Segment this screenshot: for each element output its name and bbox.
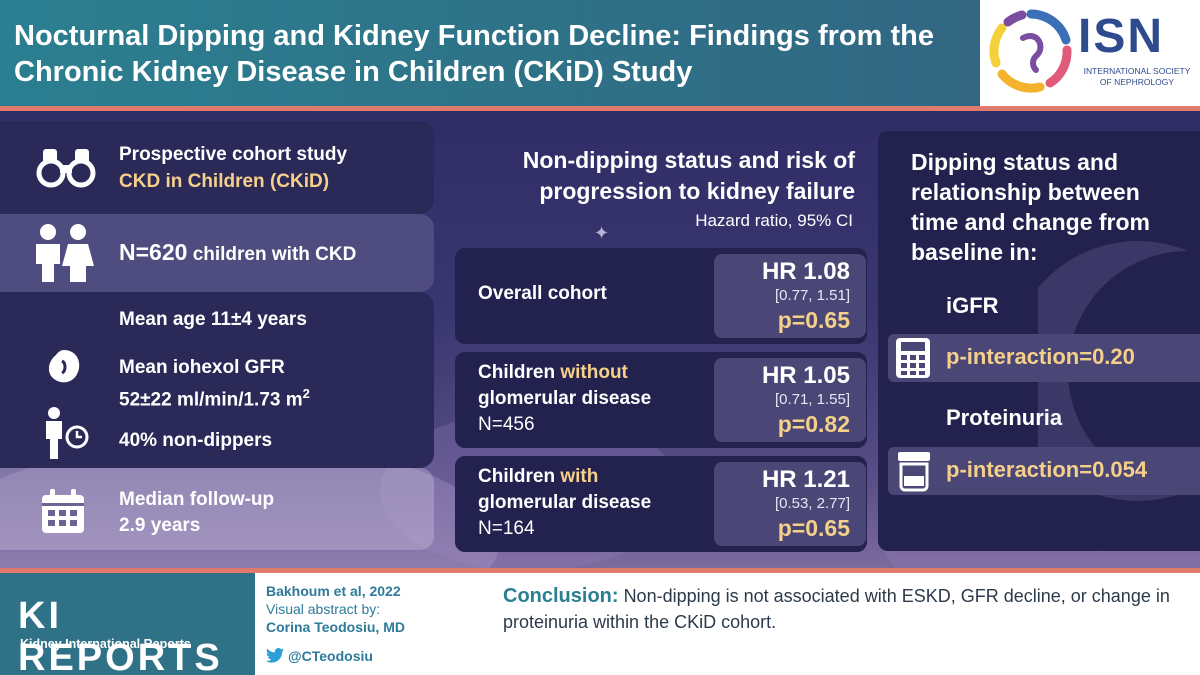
hr-row-n: N=164 — [478, 518, 535, 539]
hr-row-with-glomerular: Children with glomerular disease N=164 H… — [455, 456, 867, 552]
page-title: Nocturnal Dipping and Kidney Function De… — [14, 20, 934, 88]
hr-p-value: p=0.65 — [777, 307, 850, 333]
hr-row-n: N=456 — [478, 414, 535, 435]
calendar-icon — [42, 489, 84, 533]
dipping-title-line-1: Dipping status and — [911, 149, 1118, 175]
mean-age: Mean age 11±4 years — [119, 309, 307, 330]
moon-icon — [1038, 241, 1188, 501]
dipping-title-line-4: baseline in: — [911, 239, 1038, 265]
isn-ring-icon — [989, 9, 1072, 93]
hr-value-box: HR 1.05 [0.71, 1.55] p=0.82 — [714, 358, 866, 442]
hr-ci: [0.77, 1.51] — [774, 287, 850, 304]
hr-row-label: Children without glomerular disease N=45… — [478, 360, 651, 438]
mean-gfr-label: Mean iohexol GFR — [119, 357, 285, 378]
children-icon — [36, 224, 94, 282]
conclusion: Conclusion: Non-dipping is not associate… — [503, 583, 1183, 635]
dipping-title: Dipping status and relationship between … — [911, 147, 1150, 267]
ki-reports-subtitle: Kidney International Reports — [20, 637, 191, 651]
mean-gfr-value: 52±22 ml/min/1.73 m2 — [119, 381, 310, 413]
hr-title-line-2: progression to kidney failure — [539, 178, 855, 204]
main-panel: ✦ ✦ ✦ ✦ ✦ Prospective cohort study CKD i… — [0, 111, 1200, 568]
hr-value: HR 1.05 — [761, 362, 850, 389]
proteinuria-p-interaction: p-interaction=0.054 — [946, 457, 1148, 482]
author: Corina Teodosiu, MD — [266, 619, 405, 635]
followup-label: Median follow-up — [119, 489, 275, 510]
ki-reports-title: KI REPORTS — [18, 595, 223, 675]
isn-logo-text: ISN — [1078, 10, 1165, 63]
igfr-label: iGFR — [946, 293, 999, 318]
hr-p-value: p=0.82 — [777, 411, 850, 437]
header-accent-line — [0, 106, 1200, 111]
binoculars-icon — [36, 149, 96, 188]
cohort-n: N=620 — [119, 239, 188, 265]
dipping-title-line-2: relationship between — [911, 179, 1140, 205]
hr-row-overall: Overall cohort HR 1.08 [0.77, 1.51] p=0.… — [455, 248, 867, 344]
kidney-icon — [48, 350, 80, 383]
hr-subtitle: Hazard ratio, 95% CI — [695, 211, 853, 230]
conclusion-text: Non-dipping is not associated with ESKD,… — [503, 586, 1170, 632]
dipping-status-panel: Dipping status and relationship between … — [878, 131, 1200, 551]
twitter-handle-text: @CTeodosiu — [288, 648, 373, 664]
isn-logo-subtitle: INTERNATIONAL SOCIETY OF NEPHROLOGY — [1083, 66, 1191, 87]
hr-row-label-emphasis: with — [560, 466, 599, 487]
igfr-result-box: p-interaction=0.20 — [888, 334, 1200, 382]
dipping-title-line-3: time and change from — [911, 209, 1150, 235]
hr-value-box: HR 1.21 [0.53, 2.77] p=0.65 — [714, 462, 866, 546]
hr-row-label-text: Overall cohort — [478, 283, 607, 304]
hr-row-without-glomerular: Children without glomerular disease N=45… — [455, 352, 867, 448]
twitter-handle[interactable]: @CTeodosiu — [266, 648, 373, 664]
citation: Bakhoum et al, 2022 — [266, 583, 401, 599]
person-clock-icon — [46, 407, 89, 459]
credits: Bakhoum et al, 2022 Visual abstract by: … — [266, 582, 405, 636]
urine-cup-icon — [898, 452, 930, 492]
hr-row-label-line2: glomerular disease — [478, 492, 652, 513]
hr-ci: [0.71, 1.55] — [774, 391, 850, 408]
hr-p-value: p=0.65 — [777, 515, 850, 541]
characteristics-band — [0, 292, 434, 468]
hr-row-label-emphasis: without — [560, 362, 628, 383]
star-icon: ✦ — [594, 223, 610, 243]
hr-row-label-line2: glomerular disease — [478, 388, 652, 409]
abstract-by: Visual abstract by: — [266, 601, 381, 617]
proteinuria-result-box: p-interaction=0.054 — [888, 447, 1200, 495]
header-banner: Nocturnal Dipping and Kidney Function De… — [0, 0, 1200, 108]
mean-gfr-number: 52±22 ml/min/1.73 m — [119, 389, 303, 411]
hr-row-label-pre: Children — [478, 466, 561, 487]
proteinuria-label: Proteinuria — [946, 405, 1063, 430]
hr-value-box: HR 1.08 [0.77, 1.51] p=0.65 — [714, 254, 866, 338]
hr-row-label: Children with glomerular disease N=164 — [478, 464, 651, 542]
cohort-size: N=620 children with CKD — [119, 239, 356, 268]
nondippers: 40% non-dippers — [119, 430, 273, 451]
study-name: CKD in Children (CKiD) — [119, 171, 330, 192]
hr-value: HR 1.21 — [761, 466, 850, 493]
conclusion-label: Conclusion: — [503, 585, 619, 607]
followup-value: 2.9 years — [119, 515, 201, 536]
isn-logo: ISN INTERNATIONAL SOCIETY OF NEPHROLOGY — [980, 0, 1200, 106]
footer-accent-line — [0, 568, 1200, 573]
hr-value: HR 1.08 — [761, 258, 850, 285]
study-type: Prospective cohort study — [119, 144, 348, 165]
calculator-icon — [896, 338, 930, 378]
mean-gfr-superscript: 2 — [302, 386, 310, 401]
hr-row-label: Overall cohort — [478, 281, 607, 307]
igfr-p-interaction: p-interaction=0.20 — [946, 344, 1135, 369]
twitter-icon — [266, 648, 284, 663]
cohort-desc: children with CKD — [192, 244, 357, 265]
hr-ci: [0.53, 2.77] — [774, 495, 850, 512]
ki-reports-logo: KI REPORTS Kidney International Reports — [0, 573, 255, 675]
hr-title-line-1: Non-dipping status and risk of — [522, 147, 855, 173]
hr-section-title: Non-dipping status and risk of progressi… — [440, 145, 855, 207]
hr-row-label-pre: Children — [478, 362, 561, 383]
